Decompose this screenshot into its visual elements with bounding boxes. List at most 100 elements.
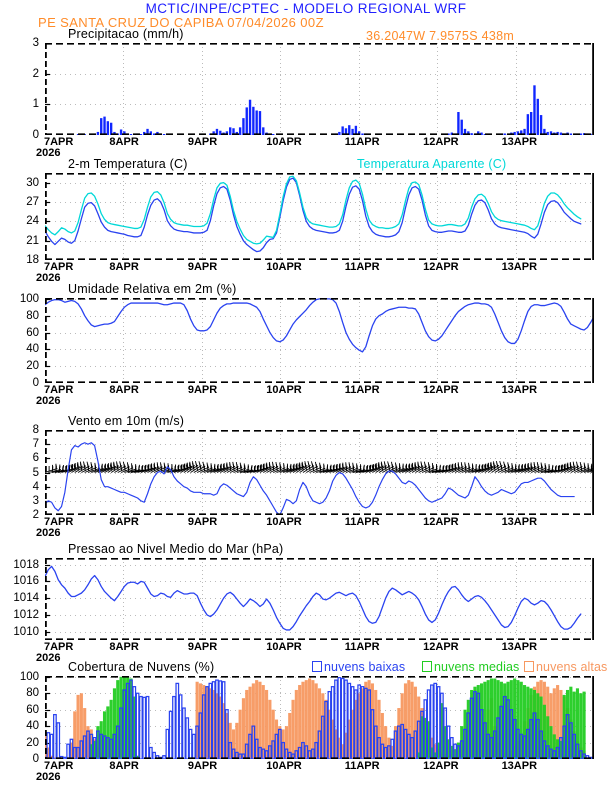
x-axis-year-label: 2026 — [36, 527, 61, 539]
x-axis-label: 11APR — [344, 760, 380, 772]
x-axis-label: 12APR — [423, 760, 459, 772]
y-axis-label: 7 — [32, 438, 39, 451]
y-axis-label: 4 — [32, 480, 39, 493]
x-axis-label: 9APR — [187, 760, 218, 772]
x-axis-label: 11APR — [344, 261, 380, 273]
y-axis-label: 20 — [26, 736, 39, 749]
x-axis-label: 12APR — [423, 261, 459, 273]
x-axis-label: 12APR — [423, 384, 459, 396]
legend-label: nuvens baixas — [324, 660, 406, 674]
y-axis-label: 100 — [19, 292, 39, 305]
chart-title-apparent-temperature: Temperatura Aparente (C) — [357, 157, 507, 171]
chart-title-humidity: Umidade Relativa em 2m (%) — [68, 282, 237, 296]
x-axis-label: 8APR — [109, 516, 139, 528]
plot-area-clouds — [45, 676, 594, 759]
x-axis-label: 10APR — [266, 760, 302, 772]
chart-title-pressure: Pressao ao Nivel Medio do Mar (hPa) — [68, 542, 284, 556]
x-axis-label: 8APR — [109, 384, 139, 396]
chart-title-wind: Vento em 10m (m/s) — [68, 414, 185, 428]
x-axis-label: 7APR — [44, 136, 74, 148]
x-axis-label: 11APR — [344, 384, 380, 396]
y-axis-label: 1018 — [13, 558, 39, 571]
y-axis-label: 80 — [26, 687, 39, 700]
x-axis-label: 10APR — [266, 261, 302, 273]
y-axis-label: 6 — [32, 452, 39, 465]
x-axis-label: 9APR — [187, 261, 218, 273]
plot-area-temperature — [45, 173, 594, 260]
x-axis-label: 13APR — [501, 760, 538, 772]
x-axis-label: 7APR — [44, 760, 74, 772]
x-axis-label: 10APR — [266, 641, 302, 653]
x-axis-label: 13APR — [501, 641, 538, 653]
y-axis-label: 5 — [32, 466, 39, 479]
legend-label: nuvens altas — [536, 660, 608, 674]
x-axis-label: 7APR — [44, 516, 74, 528]
y-axis-label: 20 — [26, 360, 39, 373]
legend-swatch-icon — [312, 661, 322, 672]
legend-swatch-icon — [422, 661, 432, 672]
x-axis-label: 10APR — [266, 384, 302, 396]
x-axis-label: 11APR — [344, 516, 380, 528]
legend-item-nuvens-medias: nuvens medias — [422, 660, 519, 674]
x-axis-label: 12APR — [423, 516, 459, 528]
page-title: MCTIC/INPE/CPTEC - MODELO REGIONAL WRF — [145, 1, 467, 16]
y-axis-label: 0 — [32, 753, 39, 765]
x-axis-label: 13APR — [501, 136, 538, 148]
x-axis-label: 8APR — [109, 261, 139, 273]
y-axis-label: 2 — [32, 67, 39, 80]
x-axis-label: 13APR — [501, 516, 538, 528]
x-axis-label: 8APR — [109, 136, 139, 148]
x-axis-label: 10APR — [266, 136, 302, 148]
x-axis-year-label: 2026 — [36, 652, 61, 664]
station-coordinates: 36.2047W 7.9575S 438m — [366, 29, 515, 43]
x-axis-label: 13APR — [501, 261, 538, 273]
y-axis-label: 21 — [26, 234, 39, 247]
x-axis-label: 11APR — [344, 136, 380, 148]
x-axis-year-label: 2026 — [36, 771, 61, 783]
x-axis-label: 10APR — [266, 516, 302, 528]
legend-item-nuvens-altas: nuvens altas — [524, 660, 607, 674]
legend-label: nuvens medias — [434, 660, 520, 674]
y-axis-label: 18 — [26, 254, 39, 266]
x-axis-year-label: 2026 — [36, 147, 61, 159]
y-axis-label: 40 — [26, 720, 39, 733]
plot-area-pressure — [45, 558, 594, 640]
y-axis-label: 1016 — [13, 575, 39, 588]
station-location-line: PE SANTA CRUZ DO CAPIBA 07/04/2026 00Z — [38, 15, 324, 30]
y-axis-label: 40 — [26, 343, 39, 356]
x-axis-label: 12APR — [423, 136, 459, 148]
x-axis-label: 9APR — [187, 641, 218, 653]
chart-title-temperature: 2-m Temperatura (C) — [68, 157, 188, 171]
y-axis-label: 24 — [26, 215, 39, 228]
plot-area-humidity — [45, 298, 594, 383]
y-axis-label: 60 — [26, 703, 39, 716]
y-axis-label: 0 — [32, 129, 39, 141]
plot-area-precipitation — [45, 43, 594, 135]
y-axis-label: 8 — [32, 424, 39, 436]
x-axis-label: 12APR — [423, 641, 459, 653]
x-axis-label: 8APR — [109, 641, 139, 653]
x-axis-label: 9APR — [187, 136, 218, 148]
x-axis-label: 11APR — [344, 641, 380, 653]
y-axis-label: 100 — [19, 670, 39, 683]
x-axis-label: 7APR — [44, 641, 74, 653]
chart-title-clouds: Cobertura de Nuvens (%) — [68, 660, 215, 674]
x-axis-label: 8APR — [109, 760, 139, 772]
x-axis-label: 9APR — [187, 384, 218, 396]
y-axis-label: 27 — [26, 196, 39, 208]
y-axis-label: 80 — [26, 309, 39, 322]
x-axis-label: 7APR — [44, 384, 74, 396]
y-axis-label: 2 — [32, 509, 39, 521]
plot-area-wind — [45, 430, 594, 515]
x-axis-label: 9APR — [187, 516, 218, 528]
legend-swatch-icon — [524, 661, 534, 672]
legend-item-nuvens-baixas: nuvens baixas — [312, 660, 405, 674]
y-axis-label: 30 — [26, 176, 39, 189]
y-axis-label: 60 — [26, 326, 39, 339]
x-axis-year-label: 2026 — [36, 395, 61, 407]
y-axis-label: 1 — [32, 98, 39, 111]
y-axis-label: 1014 — [13, 592, 39, 605]
x-axis-label: 13APR — [501, 384, 538, 396]
y-axis-label: 1010 — [13, 625, 39, 638]
x-axis-label: 7APR — [44, 261, 74, 273]
